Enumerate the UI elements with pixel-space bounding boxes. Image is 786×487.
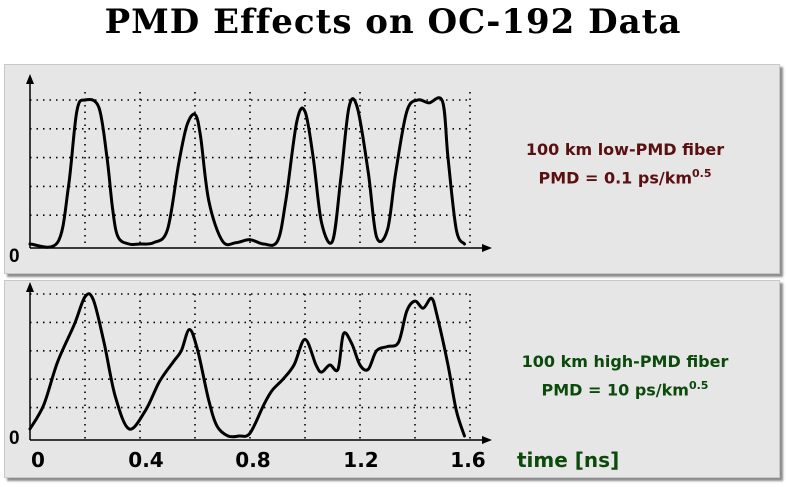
bottom-pmd-exponent: 0.5 bbox=[688, 379, 709, 392]
x-axis-label: time [ns] bbox=[517, 448, 620, 472]
bottom-y-axis-arrow bbox=[26, 282, 34, 292]
x-tick-label: 0.8 bbox=[235, 448, 271, 472]
bottom-x-axis-arrow bbox=[482, 436, 492, 444]
bottom-label-pmd: PMD = 10 ps/km0.5 bbox=[480, 374, 770, 402]
x-tick-label: 1.2 bbox=[343, 448, 379, 472]
top-panel bbox=[4, 64, 780, 274]
top-pmd-exponent: 0.5 bbox=[692, 167, 712, 180]
top-panel-description: 100 km low-PMD fiber PMD = 0.1 ps/km0.5 bbox=[480, 138, 770, 190]
bottom-trace-line bbox=[28, 292, 466, 439]
bottom-pmd-text: PMD = 10 ps/km bbox=[541, 380, 689, 400]
top-x-axis-arrow bbox=[482, 244, 492, 252]
x-tick-label: 1.6 bbox=[450, 448, 486, 472]
top-y-axis-arrow bbox=[26, 74, 34, 84]
bottom-zero-label: 0 bbox=[9, 428, 20, 449]
top-pmd-text: PMD = 0.1 ps/km bbox=[538, 168, 693, 188]
bottom-panel-description: 100 km high-PMD fiber PMD = 10 ps/km0.5 bbox=[480, 350, 770, 402]
x-tick-label: 0 bbox=[31, 448, 45, 472]
top-trace-line bbox=[28, 96, 466, 249]
x-tick-label: 0.4 bbox=[128, 448, 164, 472]
bottom-panel bbox=[4, 280, 780, 478]
top-zero-label: 0 bbox=[9, 246, 20, 267]
page-title: PMD Effects on OC-192 Data bbox=[104, 2, 682, 42]
top-label-fiber: 100 km low-PMD fiber bbox=[525, 140, 725, 159]
top-label-pmd: PMD = 0.1 ps/km0.5 bbox=[480, 162, 770, 190]
bottom-label-fiber: 100 km high-PMD fiber bbox=[521, 352, 729, 371]
